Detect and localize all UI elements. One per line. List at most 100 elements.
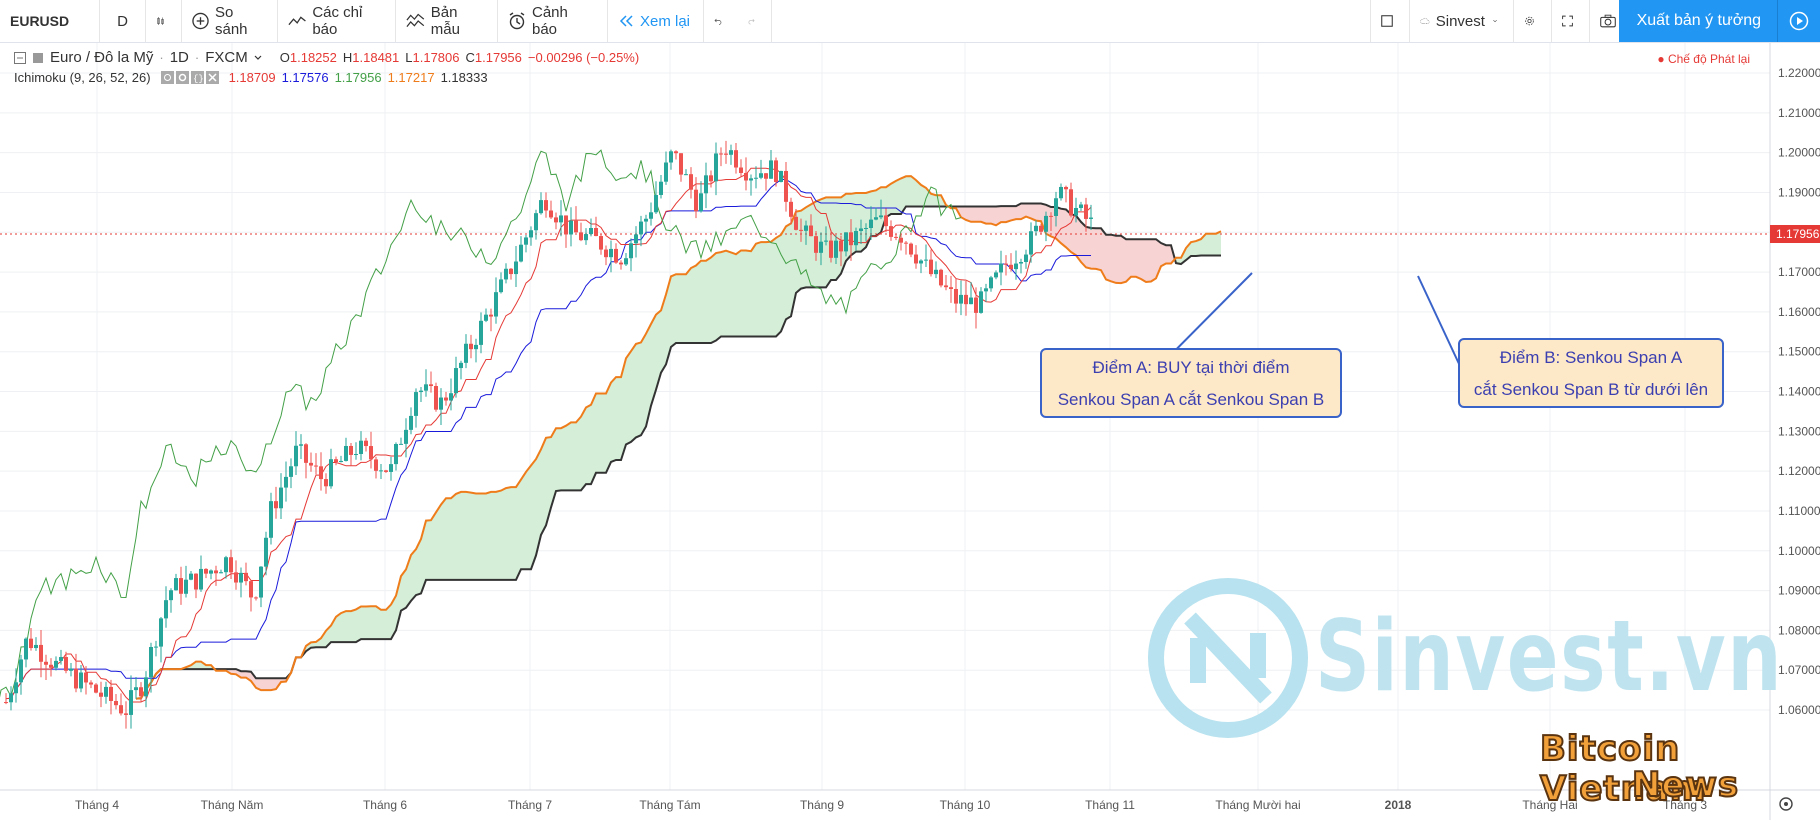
candle (534, 209, 538, 240)
candle (404, 418, 408, 458)
price-tick-label: 1.22000 (1778, 66, 1820, 80)
kumo-cloud-segment (931, 193, 936, 207)
kumo-cloud-segment (651, 314, 656, 406)
kumo-cloud-segment (556, 428, 561, 492)
kumo-cloud-segment (356, 606, 361, 643)
interval-button[interactable]: D (100, 0, 146, 42)
candle (584, 228, 588, 245)
candle (694, 177, 698, 219)
candle (784, 161, 788, 212)
kumo-cloud-segment (366, 606, 371, 640)
settings-small-icon[interactable] (175, 71, 189, 84)
play-circle-icon[interactable] (1777, 0, 1820, 42)
kumo-cloud-segment (806, 204, 811, 288)
redo-button[interactable] (738, 0, 772, 42)
candle (984, 283, 988, 302)
candle (509, 267, 513, 280)
price-tick-label: 1.08000 (1778, 623, 1820, 637)
candle (264, 531, 268, 576)
kumo-cloud-segment (981, 206, 986, 224)
candle (94, 683, 98, 694)
candle (134, 677, 138, 699)
candle (34, 637, 38, 651)
chart-pane[interactable]: 1.220001.210001.200001.190001.180001.170… (0, 43, 1820, 820)
kumo-cloud-segment (616, 377, 621, 461)
collapse-icon[interactable] (14, 51, 26, 64)
kumo-cloud-segment (441, 498, 446, 580)
candle (19, 654, 23, 695)
candle (839, 235, 843, 267)
kumo-cloud-segment (661, 294, 666, 373)
kumo-cloud-segment (701, 260, 706, 344)
candle (864, 223, 868, 242)
candle (64, 651, 68, 674)
remove-icon[interactable] (205, 71, 219, 84)
candle (749, 174, 753, 196)
candle (549, 200, 553, 219)
source-code-icon[interactable]: {} (190, 71, 204, 84)
select-box-button[interactable] (1370, 0, 1410, 42)
symbol-search-button[interactable]: EURUSD (0, 0, 100, 42)
replay-button[interactable]: Xem lại (608, 0, 704, 42)
kumo-cloud-segment (1071, 214, 1076, 256)
kumo-cloud-segment (751, 243, 756, 337)
candle (544, 192, 548, 218)
candle (449, 378, 453, 411)
chevron-down-icon[interactable] (254, 55, 262, 61)
kumo-cloud-segment (686, 267, 691, 344)
candle (874, 207, 878, 221)
settings-button[interactable] (1514, 0, 1552, 42)
publish-idea-button[interactable]: Xuất bản ý tưởng (1618, 0, 1820, 42)
price-chart[interactable]: 1.220001.210001.200001.190001.180001.170… (0, 43, 1820, 820)
kumo-cloud-segment (1011, 206, 1016, 221)
candle (609, 240, 613, 273)
kumo-cloud-segment (721, 250, 726, 337)
eye-icon[interactable] (160, 71, 174, 84)
snapshot-button[interactable] (1590, 0, 1632, 42)
kumo-cloud-segment (611, 377, 616, 462)
candle (269, 492, 273, 545)
candle (524, 234, 528, 253)
flag-icon (33, 52, 43, 63)
candle (884, 208, 888, 233)
indicators-button[interactable]: Các chỉ báo (278, 0, 396, 42)
kumo-cloud-segment (1026, 203, 1031, 219)
kumo-cloud-segment (456, 491, 461, 580)
kumo-cloud-segment (551, 428, 556, 508)
candle (309, 452, 313, 472)
candle (184, 565, 188, 598)
kumo-cloud-segment (416, 538, 421, 596)
candle (579, 222, 583, 242)
layout-name: Sinvest (1435, 12, 1485, 30)
candle (259, 566, 263, 608)
candle (904, 240, 908, 255)
candle (959, 280, 963, 316)
templates-button[interactable]: Bản mẫu (396, 0, 498, 42)
candle (424, 369, 428, 397)
kumo-cloud-segment (541, 437, 546, 535)
candle (1039, 223, 1043, 235)
kumo-cloud-segment (626, 351, 631, 445)
alerts-button[interactable]: Cảnh báo (498, 0, 608, 42)
candle (949, 275, 953, 303)
layout-menu-button[interactable]: Sinvest (1410, 0, 1514, 42)
candle (384, 469, 388, 473)
kumo-cloud-segment (371, 606, 376, 640)
candle (969, 281, 973, 305)
kumo-cloud-segment (1116, 235, 1121, 284)
compare-button[interactable]: So sánh (182, 0, 278, 42)
alarm-clock-icon (509, 12, 525, 30)
kumo-cloud-segment (1211, 233, 1216, 256)
chart-type-button[interactable] (146, 0, 182, 42)
kumo-cloud-segment (646, 324, 651, 427)
ohlc-open: O1.18252 (279, 50, 337, 65)
kumo-cloud-segment (971, 206, 976, 222)
gear-icon (1525, 16, 1534, 26)
candle (169, 588, 173, 613)
fullscreen-button[interactable] (1552, 0, 1590, 42)
sinvest-watermark: Sinvest.vn (1140, 578, 1782, 748)
undo-button[interactable] (704, 0, 738, 42)
candle (364, 437, 368, 452)
candle (869, 206, 873, 240)
candle (759, 159, 763, 180)
